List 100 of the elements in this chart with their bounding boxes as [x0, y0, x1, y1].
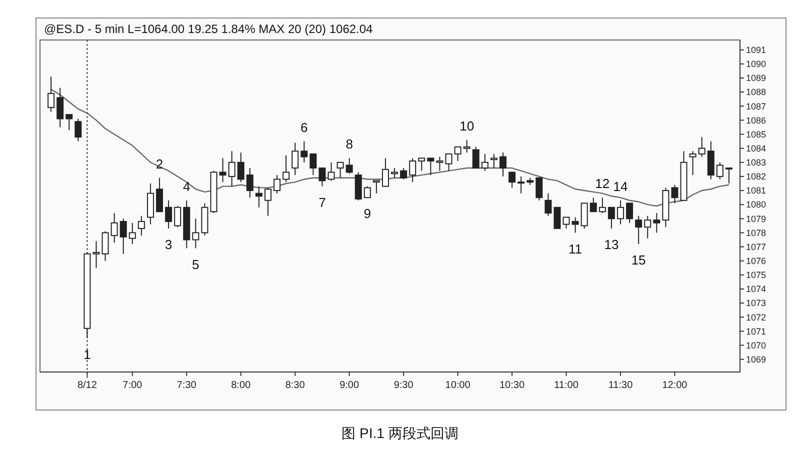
candlestick [292, 142, 299, 176]
candlestick [590, 197, 597, 212]
candlestick [336, 162, 344, 178]
candlestick [598, 197, 606, 214]
candlestick [282, 154, 290, 183]
x-tick-label: 8/12 [77, 380, 98, 391]
candlestick [499, 152, 506, 177]
candlestick [192, 218, 200, 249]
candlestick [554, 206, 561, 230]
candlestick [427, 158, 434, 176]
y-tick-label: 1086 [746, 115, 766, 126]
candlestick [418, 158, 426, 172]
y-tick-label: 1081 [746, 186, 766, 196]
candlestick [74, 118, 82, 142]
y-tick-label: 1089 [746, 73, 766, 84]
text: 7 [318, 194, 326, 210]
text: 13 [604, 237, 619, 252]
x-tick-label: 7:00 [122, 380, 143, 391]
candlestick [698, 136, 706, 158]
candlestick [102, 230, 109, 262]
candlestick [165, 200, 172, 230]
candlestick [328, 162, 335, 182]
text: 10 [460, 118, 474, 134]
y-tick-label: 1074 [746, 284, 766, 294]
candlestick [156, 177, 164, 212]
candlestick [138, 215, 145, 236]
candlestick [689, 150, 696, 176]
candlestick [616, 200, 624, 225]
line-series [50, 88, 730, 207]
y-tick-label: 1088 [746, 87, 766, 98]
candlestick [481, 153, 488, 172]
chart-title: @ES.D - 5 min L=1064.00 19.25 1.84% MAX 20 (20) 1062.04 [44, 22, 374, 36]
candlestick [463, 139, 470, 154]
candlestick [518, 176, 525, 194]
y-tick-label: 1087 [746, 101, 766, 112]
x-tick-label: 12:00 [662, 380, 688, 391]
y-tick-label: 1075 [746, 270, 766, 280]
y-tick-label: 1079 [746, 214, 766, 224]
x-tick-label: 8:00 [231, 380, 252, 391]
candlestick [300, 140, 308, 163]
candlestick [56, 87, 64, 128]
candlestick [318, 168, 326, 187]
text: 14 [613, 178, 628, 194]
y-tick-label: 1078 [746, 228, 766, 238]
x-tick-label: 10:00 [445, 380, 471, 391]
text: 5 [192, 256, 200, 272]
candlestick [354, 172, 362, 201]
y-tick-label: 1084 [746, 143, 766, 154]
candlestick [409, 158, 416, 183]
candlestick [66, 114, 73, 131]
candlestick [445, 153, 452, 172]
x-tick-label: 9:30 [394, 380, 414, 391]
candlestick [626, 202, 634, 224]
y-tick-label: 1073 [746, 298, 766, 308]
candlestick [580, 202, 588, 230]
candlestick [572, 216, 579, 234]
candlestick [246, 168, 254, 198]
text: 15 [631, 252, 646, 268]
y-tick-label: 1080 [746, 200, 766, 210]
text: 12 [595, 176, 610, 192]
y-tick-label: 1082 [746, 172, 766, 182]
candlestick [725, 168, 732, 184]
candlestick [454, 146, 462, 162]
x-tick-label: 9:00 [340, 380, 360, 391]
candlestick [110, 212, 118, 244]
text: 3 [164, 237, 172, 252]
candlestick [400, 168, 408, 180]
candlestick [128, 222, 136, 244]
candlestick [391, 168, 398, 178]
candlestick [264, 187, 272, 216]
candlestick [174, 206, 182, 228]
y-tick-label: 1077 [746, 242, 766, 252]
candlestick [146, 182, 154, 225]
text: 9 [364, 206, 372, 222]
candlestick [490, 153, 498, 169]
y-tick-label: 1090 [746, 59, 766, 70]
y-tick-label: 1091 [746, 44, 766, 55]
candlestick [544, 192, 552, 216]
y-tick-label: 1072 [746, 312, 766, 322]
text: 1 [84, 346, 91, 362]
candlestick [228, 150, 236, 187]
x-tick-label: 10:30 [500, 380, 525, 391]
x-tick-label: 11:00 [554, 380, 579, 391]
candlestick [255, 186, 262, 208]
y-tick-label: 1076 [746, 256, 766, 266]
y-tick-label: 1070 [746, 340, 766, 350]
text: 8 [346, 136, 353, 152]
y-tick-label: 1069 [746, 354, 766, 364]
y-tick-label: 1083 [746, 158, 766, 168]
candlestick [237, 152, 244, 183]
x-tick-label: 11:30 [608, 380, 634, 391]
text: 图 PI.1 两段式回调 [342, 425, 458, 441]
candlestick [653, 212, 660, 234]
candlestick [48, 76, 55, 112]
candlestick [644, 215, 652, 239]
candlestick [562, 216, 570, 230]
x-tick-label: 8:30 [285, 380, 306, 391]
candlestick [508, 172, 516, 188]
candlestick [372, 180, 380, 194]
candlestick [472, 146, 480, 169]
